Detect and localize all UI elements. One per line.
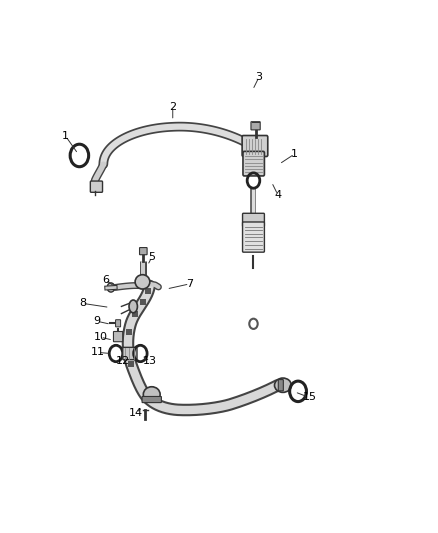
Ellipse shape bbox=[135, 274, 150, 289]
Text: 7: 7 bbox=[186, 279, 193, 289]
Ellipse shape bbox=[107, 283, 115, 292]
FancyBboxPatch shape bbox=[242, 135, 268, 157]
Text: 1: 1 bbox=[291, 149, 298, 159]
Text: 14: 14 bbox=[129, 408, 143, 418]
FancyBboxPatch shape bbox=[278, 379, 283, 391]
Text: 10: 10 bbox=[93, 332, 107, 342]
Text: 8: 8 bbox=[79, 298, 86, 309]
FancyBboxPatch shape bbox=[243, 222, 265, 252]
Text: 1: 1 bbox=[62, 131, 69, 141]
Text: 11: 11 bbox=[91, 348, 105, 358]
Text: 2: 2 bbox=[169, 102, 177, 112]
Ellipse shape bbox=[143, 387, 160, 402]
Text: 9: 9 bbox=[93, 316, 101, 326]
Text: 5: 5 bbox=[148, 252, 155, 262]
FancyBboxPatch shape bbox=[116, 320, 120, 327]
FancyBboxPatch shape bbox=[140, 247, 147, 255]
Ellipse shape bbox=[275, 378, 291, 392]
Ellipse shape bbox=[129, 300, 138, 313]
FancyBboxPatch shape bbox=[90, 181, 102, 192]
FancyBboxPatch shape bbox=[113, 332, 123, 342]
Text: 12: 12 bbox=[116, 356, 130, 366]
FancyBboxPatch shape bbox=[243, 151, 265, 176]
FancyBboxPatch shape bbox=[142, 397, 161, 402]
Text: 13: 13 bbox=[143, 356, 157, 366]
FancyBboxPatch shape bbox=[243, 213, 265, 227]
Text: 4: 4 bbox=[274, 190, 282, 200]
Text: 6: 6 bbox=[102, 275, 109, 285]
FancyBboxPatch shape bbox=[251, 122, 260, 130]
Text: 3: 3 bbox=[255, 72, 262, 82]
Text: 15: 15 bbox=[302, 392, 316, 402]
FancyBboxPatch shape bbox=[123, 348, 137, 360]
